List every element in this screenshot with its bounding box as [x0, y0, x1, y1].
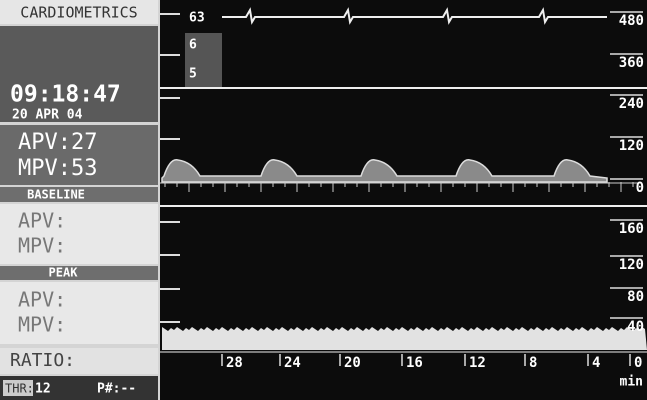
scale-label: 240 [619, 96, 644, 112]
baseline-apv: APV: [18, 209, 66, 233]
baseline-mpv: MPV: [18, 234, 66, 258]
trace-label: 6 [189, 38, 197, 53]
time-label: 24 [284, 355, 301, 371]
trace-label: 63 [189, 11, 205, 26]
clock-date: 20 APR 04 [12, 108, 83, 123]
probe: P#:-- [97, 382, 136, 397]
time-label: 20 [344, 355, 361, 371]
time-label: 12 [469, 355, 486, 371]
peak-bar [0, 266, 158, 280]
scale-label: 160 [619, 221, 644, 237]
time-unit: min [620, 375, 643, 390]
trend-band [162, 327, 647, 350]
peak-apv: APV: [18, 288, 66, 312]
scale-label: 40 [627, 319, 644, 335]
time-label: 28 [226, 355, 243, 371]
scale-label: 0 [636, 180, 644, 196]
baseline-title: BASELINE [27, 188, 85, 202]
scale-label: 360 [619, 55, 644, 71]
peak-title: PEAK [49, 266, 79, 280]
trace-label: 5 [189, 67, 197, 82]
current-mpv: MPV:53 [18, 156, 97, 181]
time-label: 4 [592, 355, 600, 371]
time-label: 16 [406, 355, 423, 371]
time-label: 0 [634, 355, 642, 371]
brand: CARDIOMETRICS [20, 4, 137, 22]
peak-mpv: MPV: [18, 313, 66, 337]
scale-label: 120 [619, 257, 644, 273]
scale-label: 120 [619, 138, 644, 154]
scale-label: 480 [619, 13, 644, 29]
current-apv: APV:27 [18, 130, 97, 155]
time-label: 8 [529, 355, 537, 371]
thr-value: 12 [35, 382, 51, 397]
thr-label: THR: [5, 382, 34, 396]
ratio: RATIO: [10, 350, 75, 371]
scale-label: 80 [627, 289, 644, 305]
device-screen: CARDIOMETRICS 09:18:47 20 APR 04 APV:27 … [0, 0, 647, 400]
clock-time: 09:18:47 [10, 82, 121, 108]
